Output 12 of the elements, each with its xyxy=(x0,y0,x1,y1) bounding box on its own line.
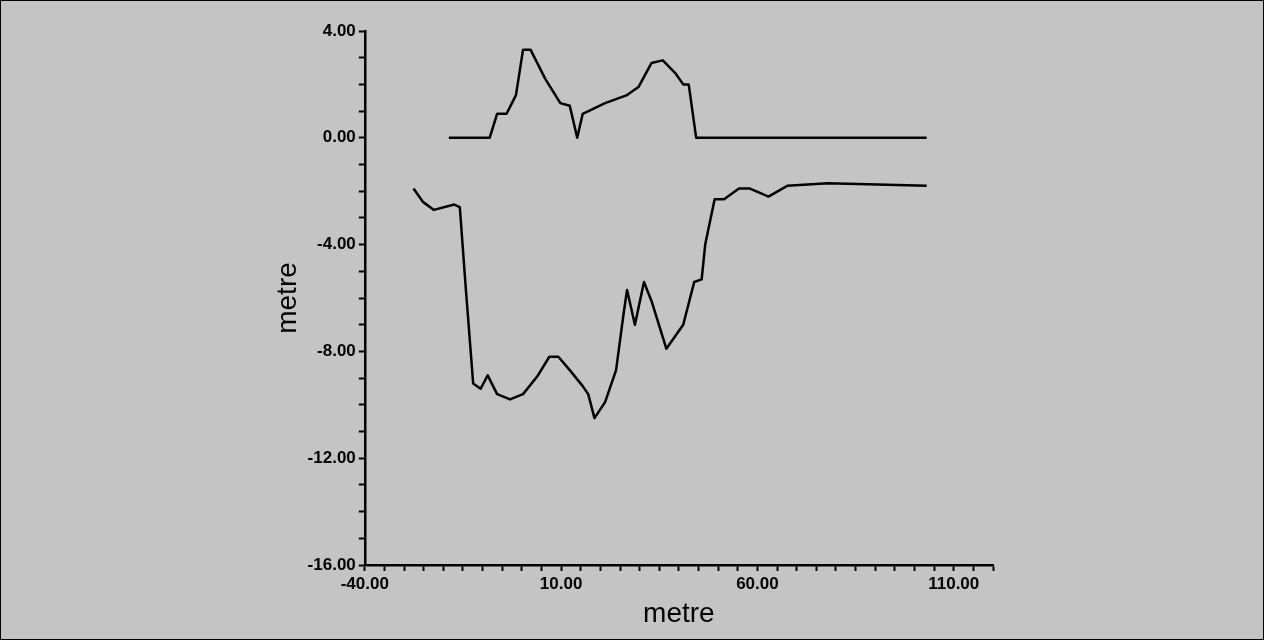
y-tick-label: -16.00 xyxy=(307,554,356,574)
y-tick-label: -4.00 xyxy=(317,234,356,254)
x-tick-label: 60.00 xyxy=(736,573,779,593)
y-tick-label: -8.00 xyxy=(317,341,356,361)
x-tick-label: -40.00 xyxy=(340,573,389,593)
y-tick-label: 4.00 xyxy=(322,20,356,40)
y-axis-title: metre xyxy=(270,262,302,334)
x-tick-label: 110.00 xyxy=(928,573,980,593)
x-tick-label: 10.00 xyxy=(539,573,583,593)
y-tick-label: 0.00 xyxy=(322,127,356,147)
y-tick-label: -12.00 xyxy=(307,447,356,467)
x-axis-title: metre xyxy=(643,596,715,628)
